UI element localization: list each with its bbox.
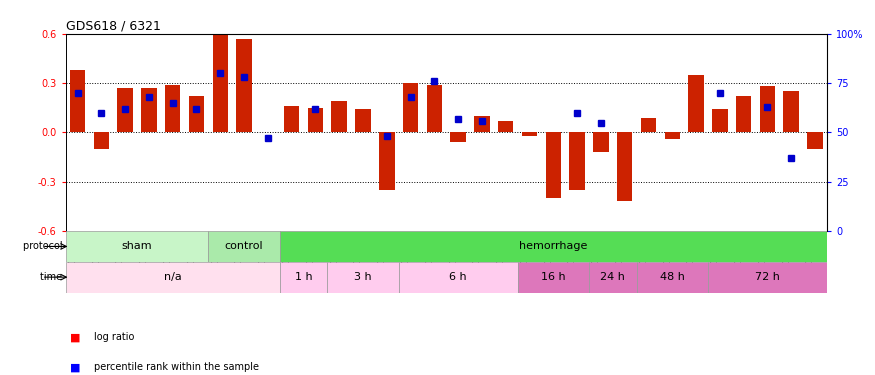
Text: 24 h: 24 h <box>600 272 626 282</box>
Bar <box>141 88 157 132</box>
Text: percentile rank within the sample: percentile rank within the sample <box>94 363 260 372</box>
Bar <box>712 110 727 132</box>
Text: 48 h: 48 h <box>660 272 684 282</box>
Bar <box>165 85 180 132</box>
FancyBboxPatch shape <box>66 262 280 292</box>
Text: 72 h: 72 h <box>755 272 780 282</box>
Bar <box>355 110 371 132</box>
Bar <box>689 75 704 132</box>
Text: 16 h: 16 h <box>541 272 565 282</box>
Bar <box>379 132 395 190</box>
Bar <box>522 132 537 136</box>
Bar <box>94 132 109 149</box>
Bar <box>664 132 680 139</box>
Bar <box>427 85 442 132</box>
Bar <box>117 88 133 132</box>
Bar <box>70 70 85 132</box>
FancyBboxPatch shape <box>327 262 399 292</box>
Bar <box>236 39 252 132</box>
FancyBboxPatch shape <box>518 262 589 292</box>
Bar <box>760 86 775 132</box>
FancyBboxPatch shape <box>208 231 280 262</box>
Bar <box>593 132 609 152</box>
Text: control: control <box>225 242 263 252</box>
Text: log ratio: log ratio <box>94 333 135 342</box>
Text: 3 h: 3 h <box>354 272 372 282</box>
Text: 1 h: 1 h <box>295 272 312 282</box>
Bar <box>402 83 418 132</box>
Bar <box>736 96 752 132</box>
Bar <box>498 121 514 132</box>
Bar <box>640 118 656 132</box>
FancyBboxPatch shape <box>708 262 827 292</box>
FancyBboxPatch shape <box>637 262 708 292</box>
Bar <box>332 101 346 132</box>
Text: ■: ■ <box>70 333 80 342</box>
FancyBboxPatch shape <box>589 262 637 292</box>
Bar <box>308 108 323 132</box>
Bar <box>783 91 799 132</box>
Text: n/a: n/a <box>164 272 181 282</box>
Text: 6 h: 6 h <box>450 272 467 282</box>
FancyBboxPatch shape <box>280 231 827 262</box>
Text: time: time <box>40 272 66 282</box>
Bar <box>474 116 490 132</box>
Text: hemorrhage: hemorrhage <box>519 242 587 252</box>
Text: ■: ■ <box>70 363 80 372</box>
Bar <box>213 34 228 132</box>
Bar <box>189 96 204 132</box>
Bar <box>617 132 633 201</box>
Bar <box>570 132 584 190</box>
Bar <box>808 132 822 149</box>
FancyBboxPatch shape <box>399 262 518 292</box>
Bar <box>451 132 466 142</box>
Text: sham: sham <box>122 242 152 252</box>
FancyBboxPatch shape <box>66 231 208 262</box>
Bar <box>284 106 299 132</box>
Text: GDS618 / 6321: GDS618 / 6321 <box>66 20 160 33</box>
Bar <box>546 132 561 198</box>
Text: protocol: protocol <box>23 242 66 252</box>
FancyBboxPatch shape <box>280 262 327 292</box>
